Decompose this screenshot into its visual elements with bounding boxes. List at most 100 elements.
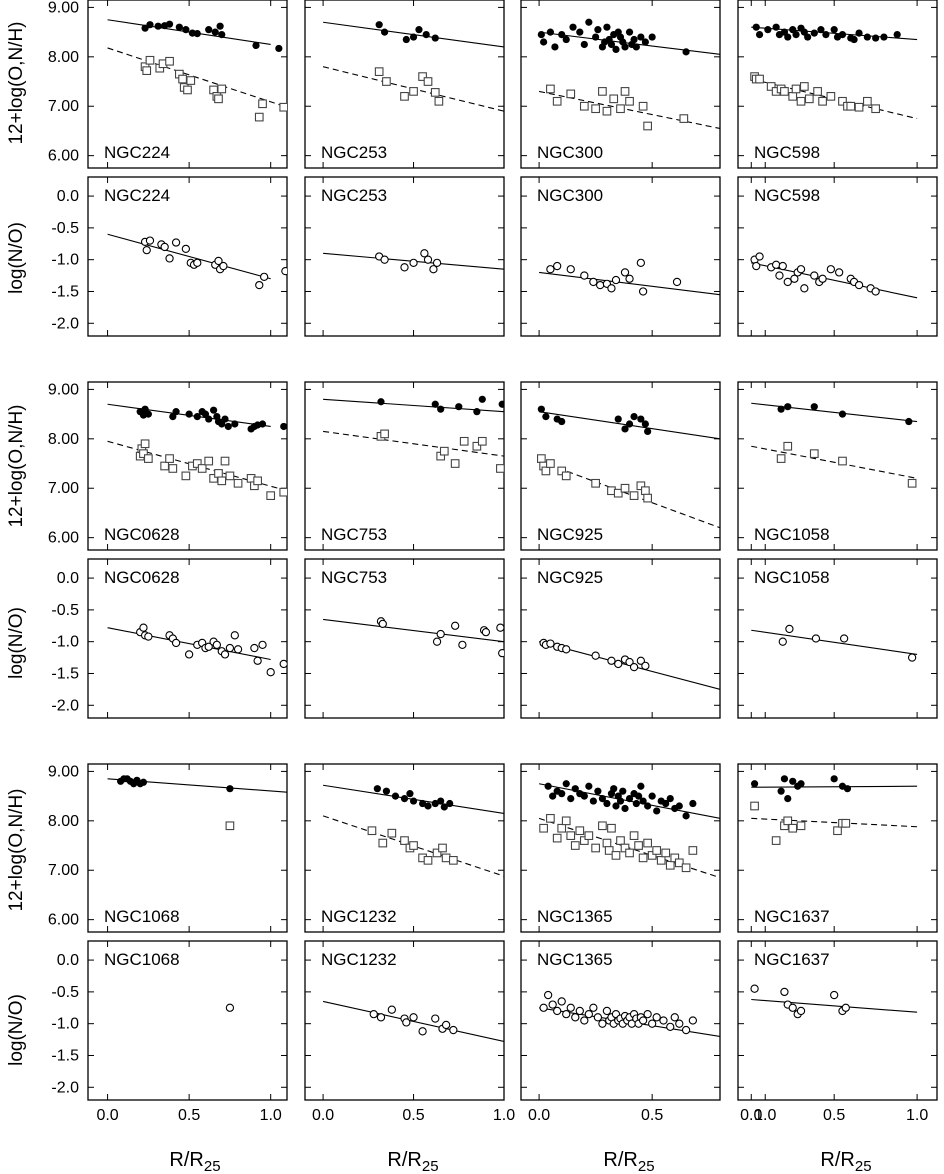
nh-point [197, 464, 207, 473]
no-point [562, 645, 571, 654]
nh-point [575, 826, 585, 836]
no-point [429, 265, 438, 274]
nh-point [641, 486, 650, 496]
no-point [451, 621, 460, 630]
nh-fit-line [107, 47, 287, 108]
panel-ngc925-abundance: NGC925 [520, 381, 766, 551]
oh-point [377, 398, 385, 406]
x-tick-label: 0.5 [823, 1107, 845, 1124]
oh-point [402, 35, 410, 44]
nh-point [841, 818, 851, 828]
oh-point [750, 780, 759, 788]
fit-line [751, 785, 918, 788]
nh-point [418, 72, 427, 81]
no-point [636, 258, 646, 268]
plot-area [750, 775, 918, 845]
oh-point [569, 23, 577, 31]
galaxy-name-label: NGC925 [537, 568, 603, 587]
no-point [441, 1020, 451, 1030]
no-point [871, 287, 880, 296]
nh-point [755, 74, 764, 84]
y-tick-label: 6.00 [48, 148, 79, 165]
nh-point [430, 88, 440, 97]
panel-ngc1637-no: 0.0 0.5 1.0 NGC1637 [737, 940, 938, 1124]
nh-point [638, 853, 648, 863]
nh-point [160, 461, 170, 471]
no-point [557, 997, 566, 1006]
galaxy-name-label: NGC253 [321, 143, 387, 162]
oh-point [172, 408, 180, 416]
no-point [625, 657, 634, 667]
no-point [611, 275, 621, 285]
nh-point [539, 823, 548, 833]
no-point [788, 1003, 797, 1012]
no-point [580, 1016, 589, 1025]
no-point [376, 1013, 386, 1022]
nh-point [450, 459, 460, 468]
fit-line [107, 233, 271, 280]
y-axis-label-abundance-row-1: 12+log(O,N/H) [6, 21, 27, 144]
panel-frame [87, 381, 288, 551]
panel-frame [87, 558, 288, 719]
oh-point [558, 417, 566, 426]
panel-frame [737, 381, 938, 551]
panel-ngc598-abundance: NGC598 [737, 0, 938, 169]
no-point [780, 987, 789, 997]
nh-point [647, 851, 657, 860]
oh-point [571, 785, 579, 793]
oh-point [175, 23, 183, 31]
nh-point [838, 96, 847, 106]
no-point [562, 1009, 571, 1019]
plot-area [751, 402, 918, 488]
oh-point [780, 775, 789, 783]
nh-point [380, 429, 389, 439]
nh-point [579, 836, 589, 845]
x-axis-label-subscript: 25 [638, 1158, 655, 1174]
no-point [796, 1006, 806, 1016]
no-point [258, 640, 267, 650]
no-point [629, 662, 639, 672]
galaxy-name-label: NGC925 [537, 525, 603, 544]
nh-point [217, 84, 227, 94]
oh-point [637, 782, 645, 790]
nh-point [409, 841, 418, 850]
plot-area [537, 405, 720, 529]
oh-point [446, 799, 454, 808]
plot-area [323, 249, 504, 274]
fit-line [323, 618, 504, 643]
oh-point [625, 28, 634, 36]
no-point [638, 287, 648, 296]
no-point [854, 280, 864, 290]
oh-point [580, 792, 588, 800]
y-tick-label: -1.5 [51, 1047, 79, 1064]
nh-point [186, 76, 196, 85]
y-axis-label-no-row-4: log(N/O) [6, 607, 27, 679]
oh-point [777, 405, 785, 413]
oh-point [437, 797, 445, 805]
no-point [750, 984, 759, 993]
oh-point [589, 797, 597, 805]
oh-point [409, 33, 418, 41]
no-point [548, 1000, 557, 1009]
oh-point [632, 799, 640, 808]
fit-line [539, 271, 720, 296]
galaxy-name-label: NGC753 [321, 568, 387, 587]
nh-point [625, 848, 634, 858]
no-point [625, 274, 634, 283]
no-point [253, 656, 262, 665]
galaxy-name-label: NGC753 [321, 525, 387, 544]
nh-point [750, 801, 759, 811]
panel-grid: 6.00 7.00 8.00 9.00 NGC224 0.0 -0.5 -1.0 -1.5 -2.… [48, 0, 938, 1124]
panel-frame [304, 558, 505, 719]
oh-point [830, 26, 838, 34]
galaxy-name-label: NGC1365 [537, 950, 613, 969]
nh-point [846, 101, 856, 111]
nh-point [620, 483, 630, 493]
nh-point [209, 474, 218, 483]
oh-point [630, 35, 638, 44]
no-point [160, 242, 169, 252]
nh-point [771, 836, 781, 845]
no-point [775, 271, 784, 280]
oh-point [473, 408, 481, 416]
plot-area [107, 403, 287, 500]
